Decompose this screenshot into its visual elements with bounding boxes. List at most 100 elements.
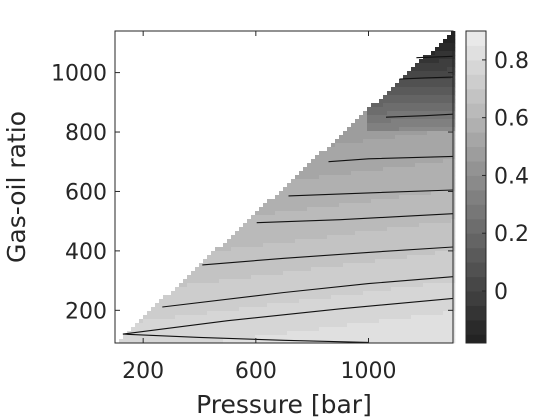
contour-fill-cell (267, 199, 272, 204)
contour-fill-cell (443, 139, 448, 144)
contour-fill-cell (415, 83, 420, 88)
contour-fill-cell (411, 283, 416, 288)
contour-fill-cell (267, 279, 272, 284)
contour-fill-cell (211, 335, 216, 340)
contour-fill-cell (367, 211, 372, 216)
contour-fill-cell (355, 123, 360, 128)
contour-fill-cell (427, 135, 432, 140)
contour-fill-cell (447, 51, 452, 56)
contour-fill-cell (339, 171, 344, 176)
contour-fill-cell (431, 199, 436, 204)
contour-fill-cell (399, 275, 404, 280)
contour-fill-cell (371, 323, 376, 328)
contour-fill-cell (359, 327, 364, 332)
contour-fill-cell (359, 267, 364, 272)
contour-fill-cell (355, 307, 360, 312)
contour-fill-cell (347, 163, 352, 168)
contour-fill-cell (439, 107, 444, 112)
contour-fill-cell (247, 243, 252, 248)
contour-fill-cell (311, 315, 316, 320)
contour-fill-cell (315, 243, 320, 248)
contour-fill-cell (307, 303, 312, 308)
contour-fill-cell (395, 295, 400, 300)
contour-fill-cell (227, 275, 232, 280)
contour-fill-cell (263, 215, 268, 220)
contour-fill-cell (303, 283, 308, 288)
contour-fill-cell (215, 327, 220, 332)
contour-fill-cell (223, 323, 228, 328)
contour-fill-cell (375, 235, 380, 240)
contour-fill-cell (431, 315, 436, 320)
contour-fill-cell (399, 195, 404, 200)
contour-fill-cell (315, 223, 320, 228)
contour-fill-cell (275, 315, 280, 320)
contour-fill-cell (359, 167, 364, 172)
contour-fill-cell (407, 83, 412, 88)
contour-fill-cell (255, 259, 260, 264)
contour-fill-cell (371, 131, 376, 136)
contour-fill-cell (191, 319, 196, 324)
contour-fill-cell (307, 331, 312, 336)
contour-fill-cell (319, 171, 324, 176)
contour-fill-cell (295, 227, 300, 232)
contour-fill-cell (395, 135, 400, 140)
contour-fill-cell (395, 307, 400, 312)
contour-fill-cell (423, 223, 428, 228)
contour-fill-cell (311, 267, 316, 272)
contour-fill-cell (431, 211, 436, 216)
contour-fill-cell (271, 291, 276, 296)
contour-fill-cell (339, 227, 344, 232)
contour-fill-cell (187, 279, 192, 284)
contour-fill-cell (143, 315, 148, 320)
contour-fill-cell (411, 259, 416, 264)
contour-fill-cell (427, 335, 432, 340)
contour-fill-cell (391, 227, 396, 232)
colorbar-tick-label: 0.8 (494, 49, 529, 74)
contour-fill-cell (427, 63, 432, 68)
contour-fill-cell (363, 339, 368, 344)
contour-fill-cell (291, 259, 296, 264)
contour-fill-cell (391, 231, 396, 236)
contour-fill-cell (371, 299, 376, 304)
contour-fill-cell (271, 339, 276, 344)
colorbar-band (466, 175, 486, 191)
contour-fill-cell (419, 111, 424, 116)
contour-fill-cell (243, 243, 248, 248)
contour-fill-cell (279, 323, 284, 328)
contour-fill-cell (403, 339, 408, 344)
contour-fill-cell (335, 211, 340, 216)
contour-fill-cell (419, 83, 424, 88)
contour-fill-cell (343, 151, 348, 156)
contour-fill-cell (323, 267, 328, 272)
contour-fill-cell (367, 267, 372, 272)
contour-fill-cell (427, 139, 432, 144)
contour-fill-cell (419, 311, 424, 316)
contour-fill-cell (219, 307, 224, 312)
contour-fill-cell (279, 279, 284, 284)
contour-fill-cell (231, 291, 236, 296)
contour-fill-cell (207, 307, 212, 312)
contour-fill-cell (391, 303, 396, 308)
contour-fill-cell (299, 203, 304, 208)
contour-fill-cell (211, 323, 216, 328)
contour-fill-cell (343, 187, 348, 192)
contour-fill-cell (335, 143, 340, 148)
contour-fill-cell (275, 283, 280, 288)
contour-fill-cell (355, 231, 360, 236)
contour-fill-cell (331, 147, 336, 152)
contour-fill-cell (407, 215, 412, 220)
contour-fill-cell (355, 291, 360, 296)
contour-fill-cell (311, 239, 316, 244)
contour-fill-cell (279, 339, 284, 344)
contour-fill-cell (343, 163, 348, 168)
contour-fill-cell (175, 311, 180, 316)
contour-fill-cell (287, 267, 292, 272)
contour-fill-cell (259, 251, 264, 256)
contour-fill-cell (283, 211, 288, 216)
contour-fill-cell (395, 191, 400, 196)
contour-fill-cell (267, 327, 272, 332)
contour-fill-cell (219, 283, 224, 288)
contour-fill-cell (171, 299, 176, 304)
contour-fill-cell (379, 155, 384, 160)
contour-fill-cell (263, 219, 268, 224)
